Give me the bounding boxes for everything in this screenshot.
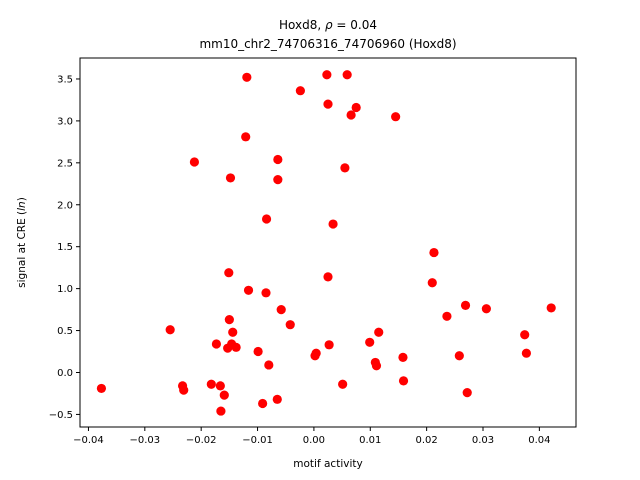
data-point [311, 348, 321, 358]
data-point [189, 157, 200, 167]
data-point [216, 406, 226, 416]
x-tick-label: 0.04 [528, 435, 550, 446]
chart-title-line1: Hoxd8, ρ = 0.04 [279, 18, 377, 32]
data-point [371, 361, 382, 371]
plot-area-frame [79, 57, 577, 428]
y-tick-label: 1.0 [57, 284, 73, 295]
data-point [215, 381, 225, 391]
data-point [211, 339, 221, 349]
data-point [546, 303, 556, 313]
data-point [346, 110, 356, 120]
data-point [462, 388, 472, 398]
y-tick-label: 0.0 [57, 368, 73, 379]
y-tick-label: 2.5 [57, 158, 73, 169]
data-point [454, 351, 464, 361]
y-tick-label: −0.5 [49, 410, 73, 421]
data-point [323, 272, 333, 282]
data-point [225, 173, 236, 183]
data-point [391, 112, 401, 122]
data-point [206, 379, 216, 389]
data-point [323, 99, 333, 109]
data-point [521, 348, 532, 358]
data-point [241, 132, 251, 142]
data-point [253, 346, 263, 357]
data-point [224, 268, 234, 278]
data-point [460, 300, 471, 310]
data-point [342, 70, 352, 80]
data-point [179, 385, 189, 395]
data-point [258, 398, 268, 409]
x-tick-label: 0.02 [416, 435, 438, 446]
y-tick-label: 2.0 [57, 200, 73, 211]
y-axis-label: signal at CRE (ln) [16, 197, 28, 288]
x-axis-label: motif activity [293, 458, 362, 470]
x-tick-label: 0.01 [359, 435, 381, 446]
data-point [398, 376, 409, 386]
x-tick-label: −0.02 [186, 435, 217, 446]
y-tick-label: 0.5 [57, 326, 73, 337]
data-point [261, 288, 271, 298]
data-point [429, 247, 439, 258]
data-point [224, 315, 234, 325]
data-point [273, 154, 283, 165]
data-point [365, 337, 375, 347]
y-axis-ticks: −0.5 0.0 0.5 1.0 1.5 2.0 2.5 3.0 3.5 [49, 74, 80, 421]
data-point [243, 285, 254, 295]
data-point [398, 352, 408, 362]
data-point [427, 278, 437, 288]
data-point [96, 383, 107, 394]
data-point [324, 340, 334, 350]
data-point [520, 330, 530, 340]
data-point [264, 360, 274, 370]
data-point [165, 325, 175, 335]
data-point [322, 70, 332, 80]
data-point [338, 379, 348, 389]
data-point [273, 175, 283, 185]
data-point [328, 219, 338, 229]
x-axis-ticks: −0.04 −0.03 −0.02 −0.01 0.00 0.01 0.02 0.03 0.04 [73, 427, 550, 446]
y-tick-label: 3.0 [57, 116, 73, 127]
data-point [295, 86, 305, 96]
data-point [219, 390, 229, 400]
data-point [276, 304, 286, 315]
y-tick-label: 1.5 [57, 242, 73, 253]
x-tick-label: 0.03 [472, 435, 494, 446]
data-point [261, 214, 272, 224]
data-point [242, 72, 252, 82]
data-point [481, 304, 491, 314]
x-tick-label: −0.03 [129, 435, 160, 446]
data-points [96, 70, 556, 416]
data-point [351, 102, 361, 113]
x-tick-label: −0.04 [73, 435, 104, 446]
x-tick-label: 0.00 [303, 435, 325, 446]
data-point [228, 327, 238, 337]
data-point [340, 163, 350, 173]
y-tick-label: 3.5 [57, 74, 73, 85]
data-point [231, 342, 241, 352]
data-point [272, 394, 282, 404]
data-point [442, 311, 452, 321]
data-point [374, 327, 384, 337]
data-point [285, 320, 295, 330]
x-tick-label: −0.01 [242, 435, 273, 446]
chart-title-line2: mm10_chr2_74706316_74706960 (Hoxd8) [199, 37, 456, 51]
